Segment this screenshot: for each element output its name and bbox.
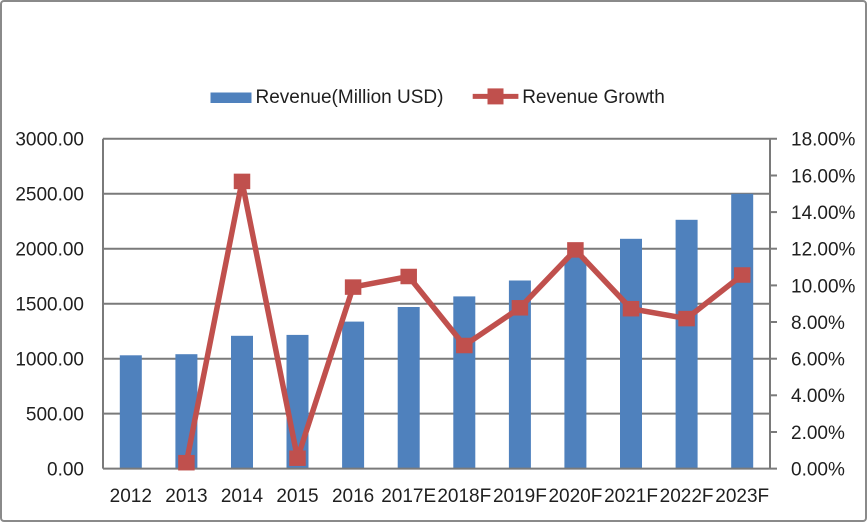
- svg-text:2017E: 2017E: [381, 486, 436, 507]
- svg-text:8.00%: 8.00%: [791, 313, 845, 334]
- svg-text:2020F: 2020F: [548, 486, 602, 507]
- svg-text:1000.00: 1000.00: [15, 350, 84, 371]
- svg-text:2022F: 2022F: [660, 486, 714, 507]
- svg-text:2021F: 2021F: [604, 486, 658, 507]
- svg-text:3000.00: 3000.00: [15, 130, 84, 151]
- svg-text:500.00: 500.00: [26, 405, 84, 426]
- svg-text:2015: 2015: [276, 486, 318, 507]
- svg-text:2014: 2014: [221, 486, 264, 507]
- svg-text:2013: 2013: [165, 486, 207, 507]
- svg-text:0.00: 0.00: [47, 460, 84, 481]
- svg-text:2019F: 2019F: [493, 486, 547, 507]
- svg-text:0.00%: 0.00%: [791, 460, 845, 481]
- svg-text:10.00%: 10.00%: [791, 276, 856, 297]
- svg-text:2000.00: 2000.00: [15, 240, 84, 261]
- svg-text:1500.00: 1500.00: [15, 295, 84, 316]
- svg-text:12.00%: 12.00%: [791, 240, 856, 261]
- svg-text:18.00%: 18.00%: [791, 130, 856, 151]
- svg-text:14.00%: 14.00%: [791, 203, 856, 224]
- svg-text:2018F: 2018F: [437, 486, 491, 507]
- svg-text:2.00%: 2.00%: [791, 423, 845, 444]
- svg-text:2500.00: 2500.00: [15, 185, 84, 206]
- svg-text:Revenue(Million USD): Revenue(Million USD): [256, 87, 444, 108]
- svg-text:2012: 2012: [110, 486, 152, 507]
- svg-text:2023F: 2023F: [715, 486, 769, 507]
- svg-text:4.00%: 4.00%: [791, 386, 845, 407]
- svg-text:6.00%: 6.00%: [791, 350, 845, 371]
- svg-text:Revenue Growth: Revenue Growth: [522, 87, 665, 108]
- svg-text:2016: 2016: [332, 486, 374, 507]
- svg-text:16.00%: 16.00%: [791, 166, 856, 187]
